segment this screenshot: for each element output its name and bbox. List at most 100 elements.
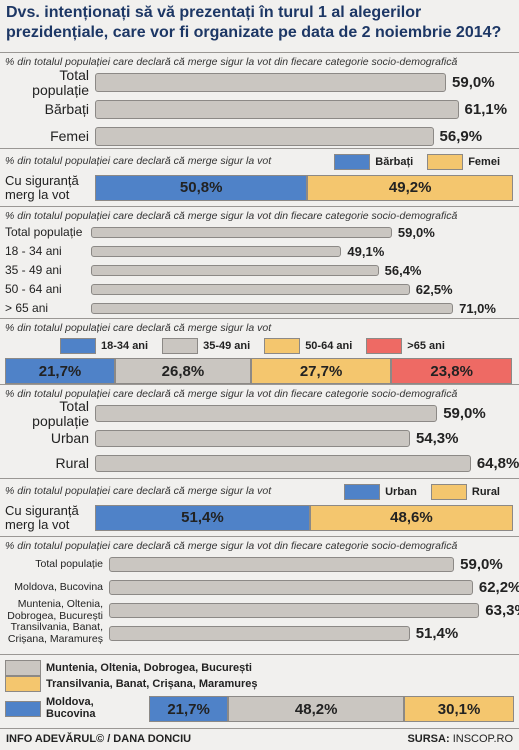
legend-swatch (264, 338, 301, 354)
chart-panel: % din totalul populației care declară că… (0, 52, 519, 148)
bar-segment: 50,8% (95, 174, 308, 201)
bar (109, 603, 480, 618)
bar-row: > 65 ani 71,0% (5, 299, 514, 318)
category-label: Femei (50, 128, 89, 145)
bar-row: Total populație 59,0% (5, 223, 514, 242)
legend-label: Muntenia, Oltenia, Dobrogea, București (46, 662, 252, 674)
legend-label: Urban (385, 486, 417, 498)
chart-panel: % din totalul populației care declară că… (0, 384, 519, 478)
value-label: 51,4% (415, 625, 459, 642)
subtitle: % din totalul populației care declară că… (5, 154, 272, 167)
legend-item: 35-49 ani (162, 338, 250, 354)
bar-row: Transilvania, Banat, Crișana, Maramureș 5… (5, 622, 514, 645)
category-label: Moldova, Bucovina (5, 697, 149, 720)
category-label: > 65 ani (5, 301, 49, 316)
value-label: 49,2% (388, 179, 432, 197)
bar-row: 35 - 49 ani 56,4% (5, 261, 514, 280)
legend-item: Femei (427, 154, 500, 170)
legend-item: 18-34 ani (60, 338, 148, 354)
bar-segment: 51,4% (95, 504, 310, 531)
subtitle: % din totalul populației care declară că… (5, 56, 458, 68)
bar (95, 73, 447, 92)
panels: % din totalul populației care declară că… (0, 52, 519, 728)
legend-label: Transilvania, Banat, Crișana, Maramureș (46, 678, 258, 690)
bar (91, 246, 342, 257)
value-label: 48,2% (294, 700, 338, 718)
value-label: 61,1% (464, 101, 508, 118)
bar-row: 21,7% 26,8% 27,7% 23,8% (5, 358, 514, 384)
bar-row: Total populație 59,0% (5, 398, 514, 428)
bar-row: Total populație 59,0% (5, 553, 514, 576)
legend-item: Muntenia, Oltenia, Dobrogea, București (5, 660, 252, 676)
category-label: Bărbați (44, 101, 89, 118)
bar-segment: 48,6% (309, 504, 513, 531)
legend-item: Transilvania, Banat, Crișana, Maramureș (5, 676, 258, 692)
category-label: Total populație (5, 225, 83, 240)
subtitle: % din totalul populației care declară că… (5, 388, 458, 400)
legend-swatch (427, 154, 464, 170)
category-label: 18 - 34 ani (5, 244, 62, 259)
category-label: 35 - 49 ani (5, 263, 62, 278)
legend-label: Bărbați (375, 156, 414, 168)
legend-item: >65 ani (366, 338, 445, 354)
bar-row: Femei 56,9% (5, 123, 514, 148)
value-label: 48,6% (390, 509, 433, 527)
value-label: 23,8% (430, 362, 473, 380)
value-label: 59,0% (452, 74, 495, 91)
source-label: SURSA: (407, 732, 450, 745)
footer: INFO ADEVĂRUL© / DANA DONCIU SURSA: INSC… (0, 728, 519, 748)
bar-row: Moldova, Bucovina 62,2% (5, 576, 519, 599)
legend-label: Femei (468, 156, 500, 168)
legend: Muntenia, Oltenia, Dobrogea, București Tr… (5, 660, 514, 692)
panel-header: % din totalul populației care declară că… (5, 322, 514, 354)
bar-row: Urban 54,3% (5, 426, 514, 451)
credit: INFO ADEVĂRUL© / DANA DONCIU (6, 732, 192, 745)
legend-item: Bărbați (334, 154, 413, 170)
legend-swatch (162, 338, 199, 354)
legend: Urban Rural (344, 484, 514, 500)
bar (95, 455, 471, 472)
value-label: 51,4% (181, 509, 224, 527)
source: SURSA: INSCOP.RO (407, 733, 513, 745)
legend-swatch (5, 701, 41, 717)
bar-segment: 30,1% (404, 696, 514, 722)
bar (91, 227, 392, 238)
bar-segment: 49,2% (307, 174, 513, 201)
panel-header: % din totalul populației care declară că… (5, 152, 514, 170)
legend-label: >65 ani (407, 340, 445, 352)
legend: 18-34 ani 35-49 ani 50-64 ani >65 ani (5, 338, 514, 354)
category-label: Cu siguranță merg la vot (5, 173, 79, 202)
legend-label: 35-49 ani (203, 340, 251, 352)
value-label: 63,3% (485, 602, 519, 619)
bar-segment: 48,2% (228, 696, 405, 722)
category-label: Transilvania, Banat, Crișana, Maramureș (7, 621, 103, 645)
bar-segment: 21,7% (149, 696, 229, 722)
bar (91, 265, 379, 276)
title: Dvs. intenționați să vă prezentați în tu… (6, 4, 502, 41)
legend-item: Rural (430, 484, 500, 500)
legend-label: 50-64 ani (305, 340, 353, 352)
chart-panel: % din totalul populației care declară că… (0, 206, 519, 318)
value-label: 27,7% (299, 362, 343, 380)
bar-row: Muntenia, Oltenia, Dobrogea, București 63… (5, 598, 519, 622)
chart-panel: % din totalul populației care declară că… (0, 318, 519, 384)
legend-label: 18-34 ani (101, 340, 149, 352)
value-label: 56,9% (439, 128, 483, 145)
value-label: 62,5% (415, 282, 453, 297)
bar-segment: 26,8% (115, 358, 251, 384)
bar (95, 127, 434, 146)
legend-swatch (366, 338, 403, 354)
legend-swatch (334, 154, 371, 170)
subtitle: % din totalul populației care declară că… (5, 540, 458, 552)
value-label: 26,8% (161, 362, 205, 380)
value-label: 49,1% (347, 244, 385, 259)
value-label: 59,0% (397, 225, 435, 240)
value-label: 71,0% (459, 301, 496, 316)
bar-row: Moldova, Bucovina 21,7% 48,2% 30,1% (5, 696, 514, 722)
value-label: 59,0% (460, 556, 503, 573)
category-label: 50 - 64 ani (5, 282, 62, 297)
category-label: Muntenia, Oltenia, Dobrogea, București (7, 598, 103, 622)
bar-segment: 21,7% (5, 358, 116, 384)
category-label: Urban (50, 430, 89, 447)
